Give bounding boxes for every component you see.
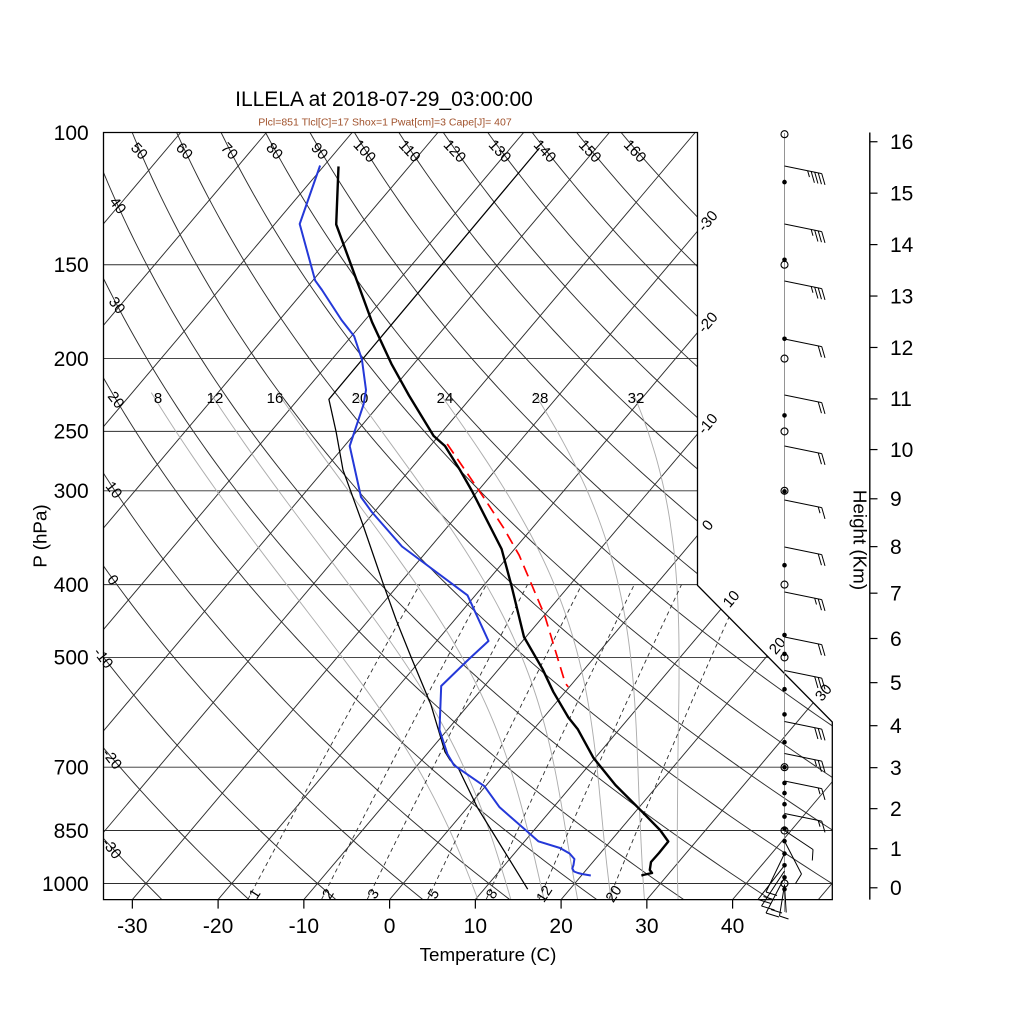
svg-text:2: 2 xyxy=(890,798,902,821)
svg-text:15: 15 xyxy=(890,182,913,205)
svg-text:700: 700 xyxy=(54,756,89,779)
svg-text:24: 24 xyxy=(437,390,454,407)
svg-text:7: 7 xyxy=(890,582,902,605)
svg-text:14: 14 xyxy=(890,234,914,257)
svg-text:-30: -30 xyxy=(117,915,147,938)
svg-text:20: 20 xyxy=(104,388,128,412)
svg-text:-20: -20 xyxy=(203,915,233,938)
svg-text:32: 32 xyxy=(628,390,645,407)
svg-text:300: 300 xyxy=(54,480,89,503)
svg-text:10: 10 xyxy=(464,915,487,938)
svg-text:10: 10 xyxy=(890,439,913,462)
svg-text:3: 3 xyxy=(890,757,902,780)
svg-text:20: 20 xyxy=(549,915,572,938)
svg-text:150: 150 xyxy=(54,254,89,277)
svg-text:40: 40 xyxy=(721,915,744,938)
svg-text:10: 10 xyxy=(102,478,126,502)
svg-text:12: 12 xyxy=(534,883,556,906)
svg-text:250: 250 xyxy=(54,421,89,444)
svg-text:Height (Km): Height (Km) xyxy=(850,490,871,590)
svg-text:5: 5 xyxy=(890,672,902,695)
svg-text:8: 8 xyxy=(890,536,902,559)
svg-text:30: 30 xyxy=(105,294,129,318)
svg-text:-10: -10 xyxy=(289,915,319,938)
svg-text:500: 500 xyxy=(54,647,89,670)
svg-text:6: 6 xyxy=(890,628,902,651)
svg-text:200: 200 xyxy=(54,348,89,371)
svg-text:20: 20 xyxy=(603,883,625,906)
svg-text:40: 40 xyxy=(106,194,130,218)
svg-text:30: 30 xyxy=(635,915,658,938)
svg-text:ILLELA at 2018-07-29_03:00:00: ILLELA at 2018-07-29_03:00:00 xyxy=(235,88,533,111)
svg-text:1: 1 xyxy=(890,838,902,861)
svg-text:9: 9 xyxy=(890,488,902,511)
svg-text:13: 13 xyxy=(890,285,913,308)
svg-text:28: 28 xyxy=(532,390,549,407)
svg-text:P (hPa): P (hPa) xyxy=(30,504,51,567)
svg-text:400: 400 xyxy=(54,574,89,597)
svg-text:8: 8 xyxy=(154,390,162,407)
svg-text:1000: 1000 xyxy=(42,873,89,896)
svg-text:0: 0 xyxy=(890,877,902,900)
svg-text:4: 4 xyxy=(890,715,902,738)
svg-text:Plcl=851 Tlcl[C]=17 Shox=1 Pwa: Plcl=851 Tlcl[C]=17 Shox=1 Pwat[cm]=3 Ca… xyxy=(258,117,512,129)
svg-text:100: 100 xyxy=(54,122,89,145)
svg-text:16: 16 xyxy=(890,131,913,154)
svg-text:11: 11 xyxy=(890,388,912,411)
svg-text:0: 0 xyxy=(384,915,396,938)
svg-text:12: 12 xyxy=(207,390,224,407)
svg-text:12: 12 xyxy=(890,337,913,360)
svg-text:850: 850 xyxy=(54,820,89,843)
svg-text:Temperature (C): Temperature (C) xyxy=(420,944,557,965)
svg-text:16: 16 xyxy=(267,390,284,407)
